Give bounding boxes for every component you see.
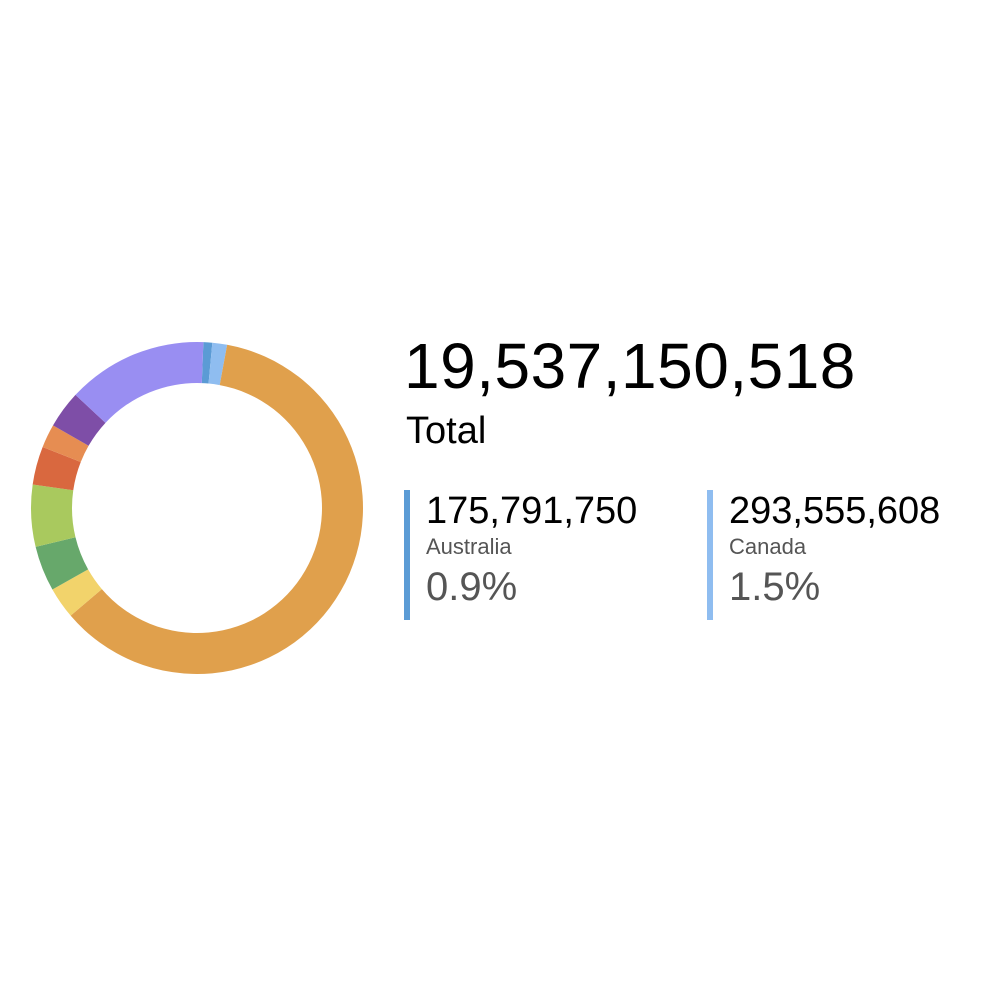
legend-card-australia[interactable]: 175,791,750 Australia 0.9% — [404, 490, 637, 620]
donut-slice-australia[interactable] — [201, 342, 213, 384]
legend-card-canada[interactable]: 293,555,608 Canada 1.5% — [707, 490, 940, 620]
legend-value: 293,555,608 — [729, 490, 941, 532]
legend-name: Australia — [426, 534, 512, 559]
donut-slice-4[interactable] — [35, 537, 89, 590]
donut-chart — [30, 342, 364, 674]
donut-slice-9[interactable] — [75, 342, 204, 423]
donut-slice-6[interactable] — [32, 446, 81, 491]
total-label: Total — [406, 410, 487, 452]
legend-name: Canada — [729, 534, 807, 559]
total-value: 19,537,150,518 — [404, 330, 856, 402]
donut-slice-5[interactable] — [30, 484, 76, 547]
donut-slice-2[interactable] — [70, 344, 364, 674]
legend-percent: 0.9% — [426, 565, 518, 609]
legend-percent: 1.5% — [729, 565, 821, 609]
donut-slice-8[interactable] — [53, 394, 106, 446]
donut-slice-canada[interactable] — [208, 342, 228, 386]
legend-value: 175,791,750 — [426, 490, 638, 532]
donut-slice-7[interactable] — [42, 425, 89, 463]
donut-slice-3[interactable] — [52, 569, 102, 616]
